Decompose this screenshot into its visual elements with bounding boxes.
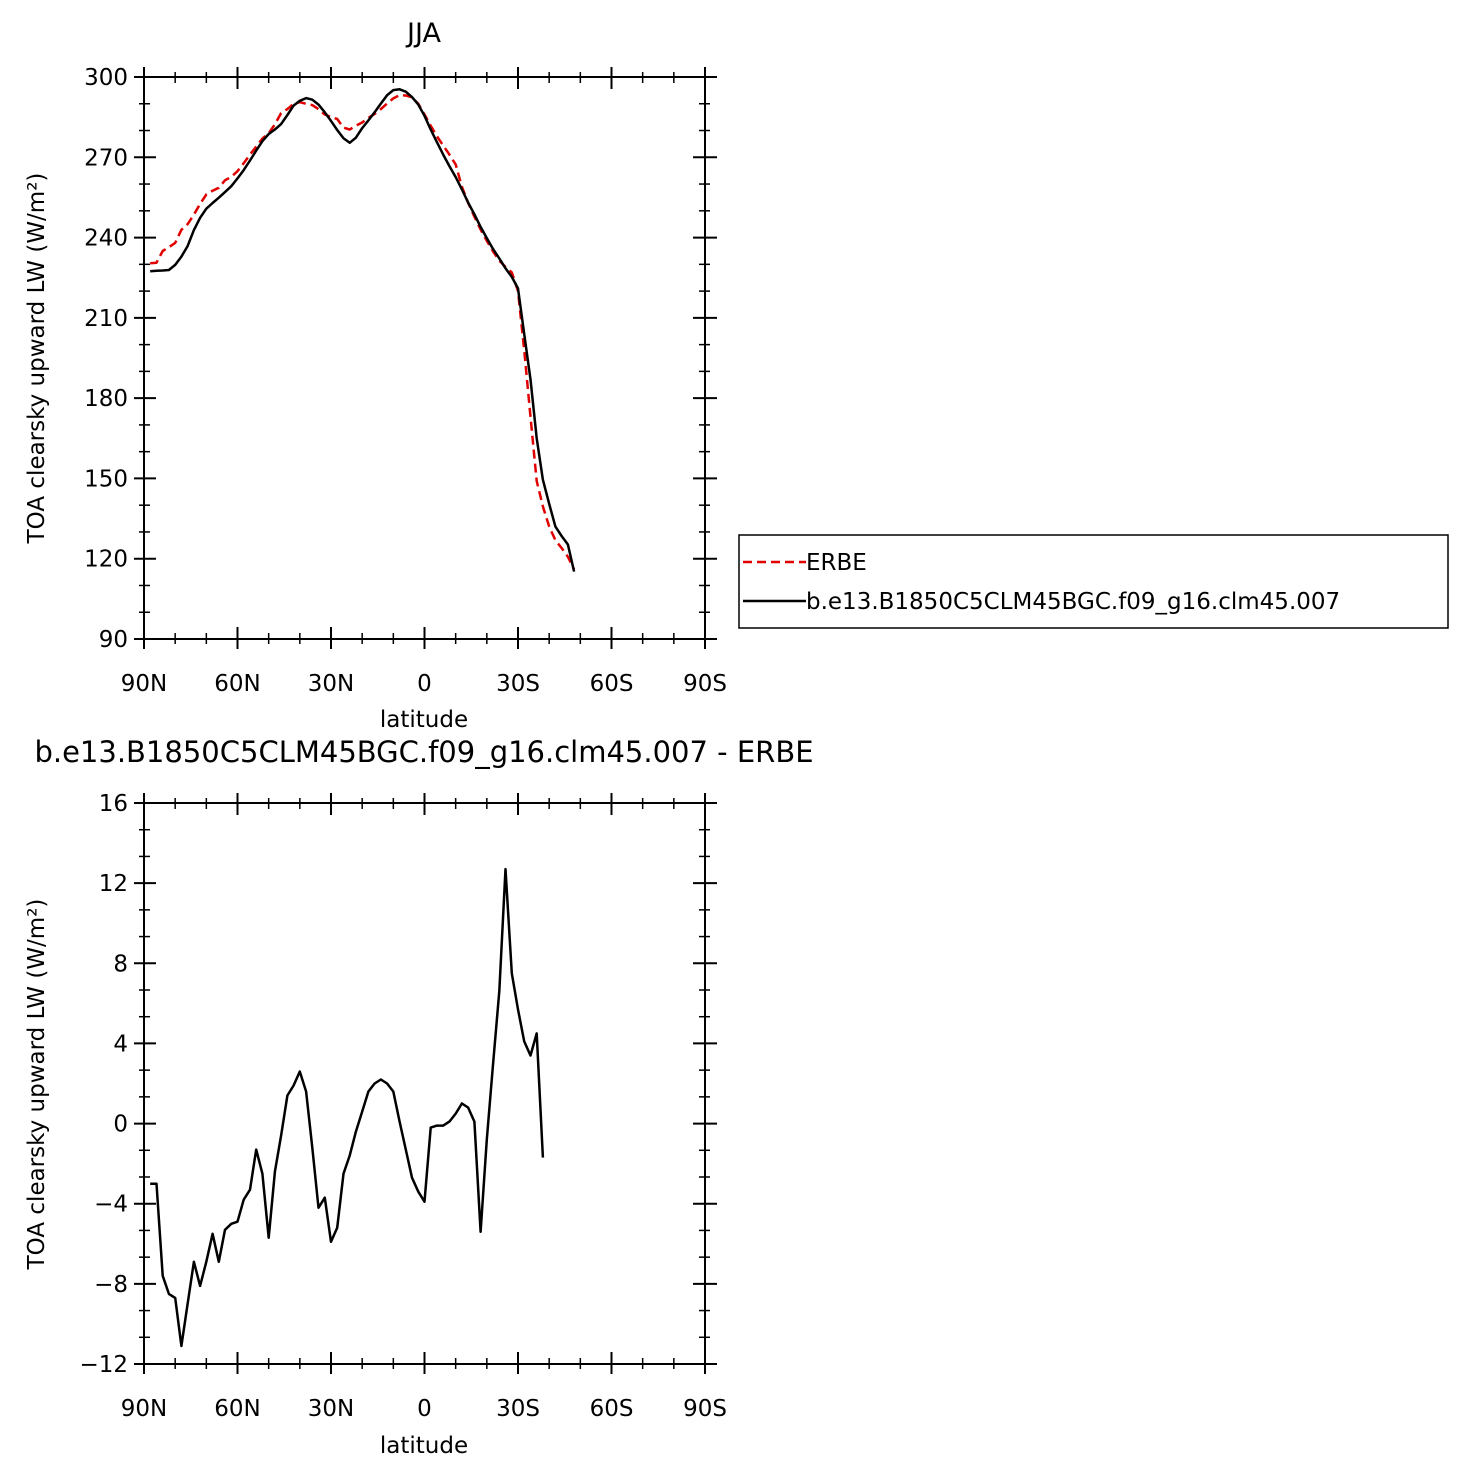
x-tick-label: 60S [590,671,634,697]
lower-y-axis-label: TOA clearsky upward LW (W/m²) [24,899,50,1271]
x-tick-label: 90S [683,671,727,697]
x-tick-label: 60S [590,1396,634,1422]
y-tick-label: 16 [99,791,128,817]
y-tick-label: 12 [99,871,128,897]
y-tick-label: 8 [113,951,128,977]
upper-y-axis-label: TOA clearsky upward LW (W/m²) [24,173,50,545]
lower-ticks [134,793,717,1374]
y-tick-label: 120 [84,547,128,573]
x-tick-label: 0 [417,671,432,697]
upper-chart-title: JJA [405,18,441,49]
upper-series-lines [150,88,576,572]
x-tick-label: 90N [121,671,167,697]
y-tick-label: −12 [79,1352,128,1378]
erbe-line [150,93,576,570]
y-tick-label: 270 [84,145,128,171]
y-tick-label: 180 [84,386,128,412]
y-tick-label: 90 [99,627,128,653]
upper-plot-frame [143,76,706,640]
y-tick-label: 210 [84,306,128,332]
lower-chart-title: b.e13.B1850C5CLM45BGC.f09_g16.clm45.007 … [34,735,813,769]
upper-x-axis-label: latitude [380,707,468,733]
y-tick-label: 4 [113,1031,128,1057]
upper-panel: JJA 90 120 150 180 210 240 270 300 90N 60N 30N 0 30S… [24,18,1449,733]
x-tick-label: 30S [496,1396,540,1422]
lower-tick-labels: −12 −8 −4 0 4 8 12 16 90N 60N 30N 0 30S 60S 90S [79,791,726,1422]
lower-plot-frame [143,802,706,1365]
y-tick-label: 0 [113,1112,128,1138]
difference-line [150,867,545,1348]
x-tick-label: 30S [496,671,540,697]
x-tick-label: 30N [308,1396,354,1422]
y-tick-label: 150 [84,466,128,492]
x-tick-label: 30N [308,671,354,697]
x-tick-label: 0 [417,1396,432,1422]
legend-label-model: b.e13.B1850C5CLM45BGC.f09_g16.clm45.007 [806,589,1340,615]
x-tick-label: 90S [683,1396,727,1422]
legend-box [738,534,1449,629]
lower-panel: b.e13.B1850C5CLM45BGC.f09_g16.clm45.007 … [24,735,814,1459]
legend: ERBE b.e13.B1850C5CLM45BGC.f09_g16.clm45… [738,534,1449,629]
x-tick-label: 60N [214,1396,260,1422]
y-tick-label: 240 [84,226,128,252]
lower-series-lines [150,867,545,1348]
upper-tick-labels: 90 120 150 180 210 240 270 300 90N 60N 30N 0 30S 60S 9… [84,65,727,697]
upper-ticks [134,67,717,649]
model-line [150,88,576,572]
y-tick-label: −4 [94,1192,128,1218]
legend-label-erbe: ERBE [806,550,867,576]
x-tick-label: 90N [121,1396,167,1422]
x-tick-label: 60N [214,671,260,697]
y-tick-label: 300 [84,65,128,91]
lower-x-axis-label: latitude [380,1433,468,1459]
y-tick-label: −8 [94,1272,128,1298]
